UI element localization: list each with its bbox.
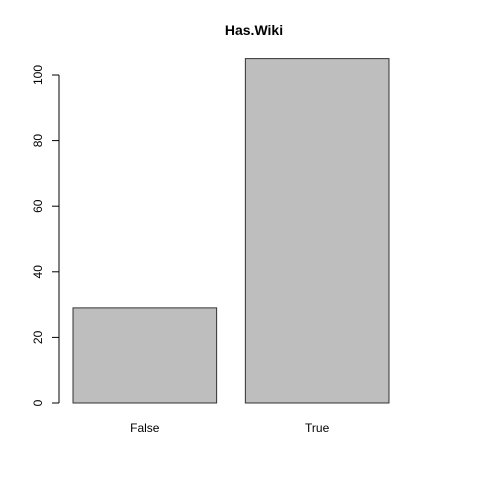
y-tick-label: 80 [31,134,45,148]
x-axis-labels: False True [130,421,329,435]
y-tick-label: 60 [31,199,45,213]
x-tick-label: False [130,421,160,435]
chart-title: Has.Wiki [225,22,283,38]
bar-false [72,307,218,404]
y-tick-label: 100 [31,65,45,85]
bars-group [72,58,390,404]
x-tick-label: True [305,421,330,435]
y-tick-label: 20 [31,330,45,344]
y-tick-label: 40 [31,265,45,279]
bar-true [244,58,390,404]
y-tick-label: 0 [31,399,45,406]
y-axis: 0 20 40 60 80 100 [31,65,60,406]
